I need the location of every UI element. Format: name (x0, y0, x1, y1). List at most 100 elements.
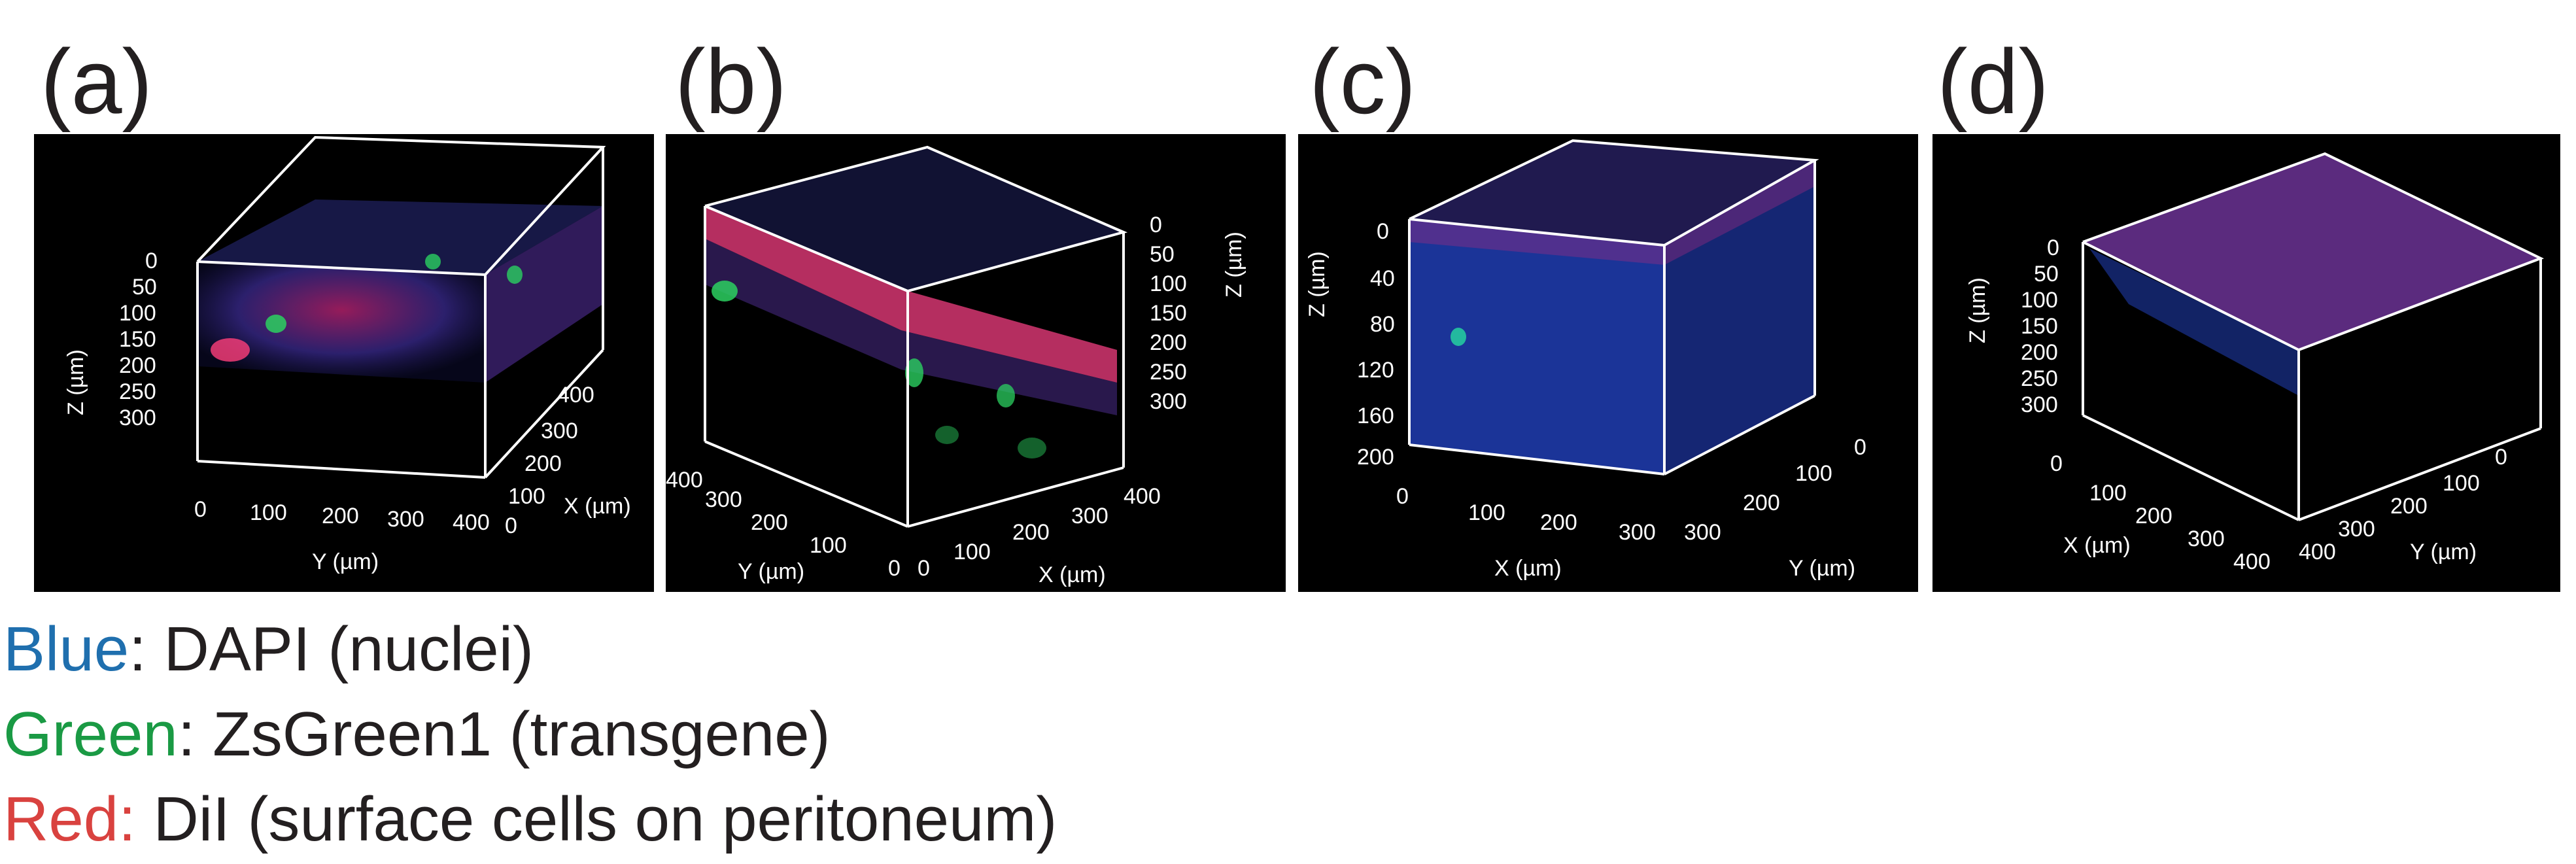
green-cell (1018, 438, 1046, 458)
x-tick: 200 (524, 451, 562, 476)
panel-c-image: 0 40 80 120 160 200 Z (µm) 0 100 200 300… (1298, 134, 1918, 592)
legend-red: Red: DiI (surface cells on peritoneum) (3, 788, 1057, 851)
z-tick: 200 (1150, 330, 1187, 355)
z-tick: 200 (119, 353, 156, 378)
z-tick: 50 (132, 275, 157, 300)
x-tick: 400 (2233, 549, 2271, 574)
z-tick: 50 (2034, 262, 2059, 286)
panel-label-b: (b) (675, 30, 787, 133)
y-tick: 200 (322, 504, 359, 528)
legend-key-red: Red (3, 784, 119, 854)
z-tick: 300 (119, 406, 156, 430)
y-tick: 200 (751, 510, 788, 535)
x-axis-title: X (µm) (2063, 533, 2131, 558)
green-cell (905, 358, 923, 387)
y-axis-title: Y (µm) (738, 559, 804, 584)
green-cell (712, 281, 738, 302)
panel-b-image: 0 50 100 150 200 250 300 Z (µm) 400 300 … (666, 134, 1286, 592)
panel-d-image: 0 50 100 150 200 250 300 Z (µm) 0 100 20… (1932, 134, 2560, 592)
panel-c-render: 0 40 80 120 160 200 Z (µm) 0 100 200 300… (1305, 139, 1866, 581)
y-tick: 100 (810, 533, 847, 558)
red-surface-layer (1409, 160, 1815, 265)
x-axis-d: 0 100 200 300 400 X (µm) (2050, 451, 2271, 574)
legend-key-blue: Blue (3, 614, 129, 684)
y-tick: 100 (2443, 471, 2480, 496)
z-axis-d: 0 50 100 150 200 250 300 Z (µm) (1965, 235, 2059, 417)
panel-label-d: (d) (1937, 30, 2050, 133)
x-tick: 300 (541, 419, 578, 443)
x-tick: 200 (1012, 520, 1050, 545)
bounding-box (704, 145, 1128, 528)
x-tick: 300 (1619, 520, 1656, 545)
volume-top (1409, 141, 1815, 245)
z-tick: 0 (2047, 235, 2059, 260)
z-axis-b: 0 50 100 150 200 250 300 Z (µm) (1150, 213, 1246, 414)
y-tick: 300 (2338, 517, 2375, 542)
x-tick: 400 (557, 383, 594, 407)
volume-front (197, 262, 485, 383)
volume-side (485, 206, 603, 383)
legend-sep: : (177, 699, 196, 769)
z-axis-c: 0 40 80 120 160 200 Z (µm) (1305, 219, 1395, 470)
y-axis-title: Y (µm) (312, 549, 379, 574)
z-tick: 150 (2021, 314, 2058, 339)
blue-nuclei-layer (2089, 249, 2299, 396)
y-tick: 300 (387, 507, 424, 532)
z-axis-title: Z (µm) (1305, 251, 1330, 317)
x-tick: 0 (918, 556, 930, 581)
green-cell (935, 426, 959, 444)
green-cell (507, 266, 523, 284)
y-tick: 0 (1854, 435, 1866, 460)
legend-text-green: ZsGreen1 (transgene) (195, 699, 831, 769)
legend-key-green: Green (3, 699, 178, 769)
z-tick: 100 (1150, 271, 1187, 296)
y-tick: 100 (1795, 461, 1832, 486)
panel-d-render: 0 50 100 150 200 250 300 Z (µm) 0 100 20… (1965, 152, 2545, 574)
x-tick: 300 (1071, 504, 1108, 528)
legend-sep: : (129, 614, 146, 684)
legend-blue: Blue: DAPI (nuclei) (3, 618, 534, 681)
legend-green: Green: ZsGreen1 (transgene) (3, 703, 831, 766)
y-tick: 400 (2299, 540, 2336, 564)
volume-top-blue (2083, 154, 2541, 350)
z-axis-title: Z (µm) (63, 349, 88, 415)
x-tick: 100 (953, 540, 991, 564)
y-tick: 200 (1743, 491, 1780, 515)
z-tick: 250 (119, 379, 156, 404)
x-axis-b: 0 100 200 300 400 X (µm) (918, 484, 1161, 587)
panel-a-render: 0 50 100 150 200 250 300 Z (µm) 0 100 20… (63, 135, 631, 574)
z-tick: 50 (1150, 242, 1175, 267)
bounding-box (2082, 152, 2545, 521)
z-tick: 150 (1150, 301, 1187, 326)
bounding-box (196, 135, 606, 479)
z-tick: 300 (1150, 389, 1187, 414)
y-tick: 200 (2390, 494, 2428, 519)
bounding-box (1408, 139, 1819, 475)
green-cell (997, 384, 1015, 407)
z-axis-a: 0 50 100 150 200 250 300 Z (µm) (63, 249, 158, 430)
x-tick: 0 (1396, 484, 1409, 509)
x-tick: 0 (505, 513, 517, 538)
green-cell (266, 315, 286, 333)
panel-b-render: 0 50 100 150 200 250 300 Z (µm) 400 300 … (666, 145, 1246, 587)
x-axis-title: X (µm) (1494, 556, 1562, 581)
volume-front (1409, 219, 1664, 474)
z-tick: 40 (1370, 266, 1395, 291)
y-tick: 0 (888, 556, 901, 581)
z-tick: 100 (2021, 288, 2058, 313)
y-axis-title: Y (µm) (1789, 556, 1855, 581)
z-tick: 150 (119, 327, 156, 352)
red-cell-cluster (211, 338, 250, 362)
x-tick: 400 (1124, 484, 1161, 509)
x-tick: 300 (2188, 527, 2225, 551)
z-tick: 300 (2021, 392, 2058, 417)
x-tick: 100 (1468, 500, 1505, 525)
panel-a-image: 0 50 100 150 200 250 300 Z (µm) 0 100 20… (34, 134, 654, 592)
z-tick: 250 (1150, 360, 1187, 385)
z-tick: 120 (1357, 358, 1394, 383)
y-tick: 0 (194, 497, 207, 522)
y-tick: 400 (666, 468, 703, 492)
z-tick: 160 (1357, 404, 1394, 428)
z-axis-title: Z (µm) (1965, 277, 1990, 343)
volume-side (1664, 160, 1815, 474)
